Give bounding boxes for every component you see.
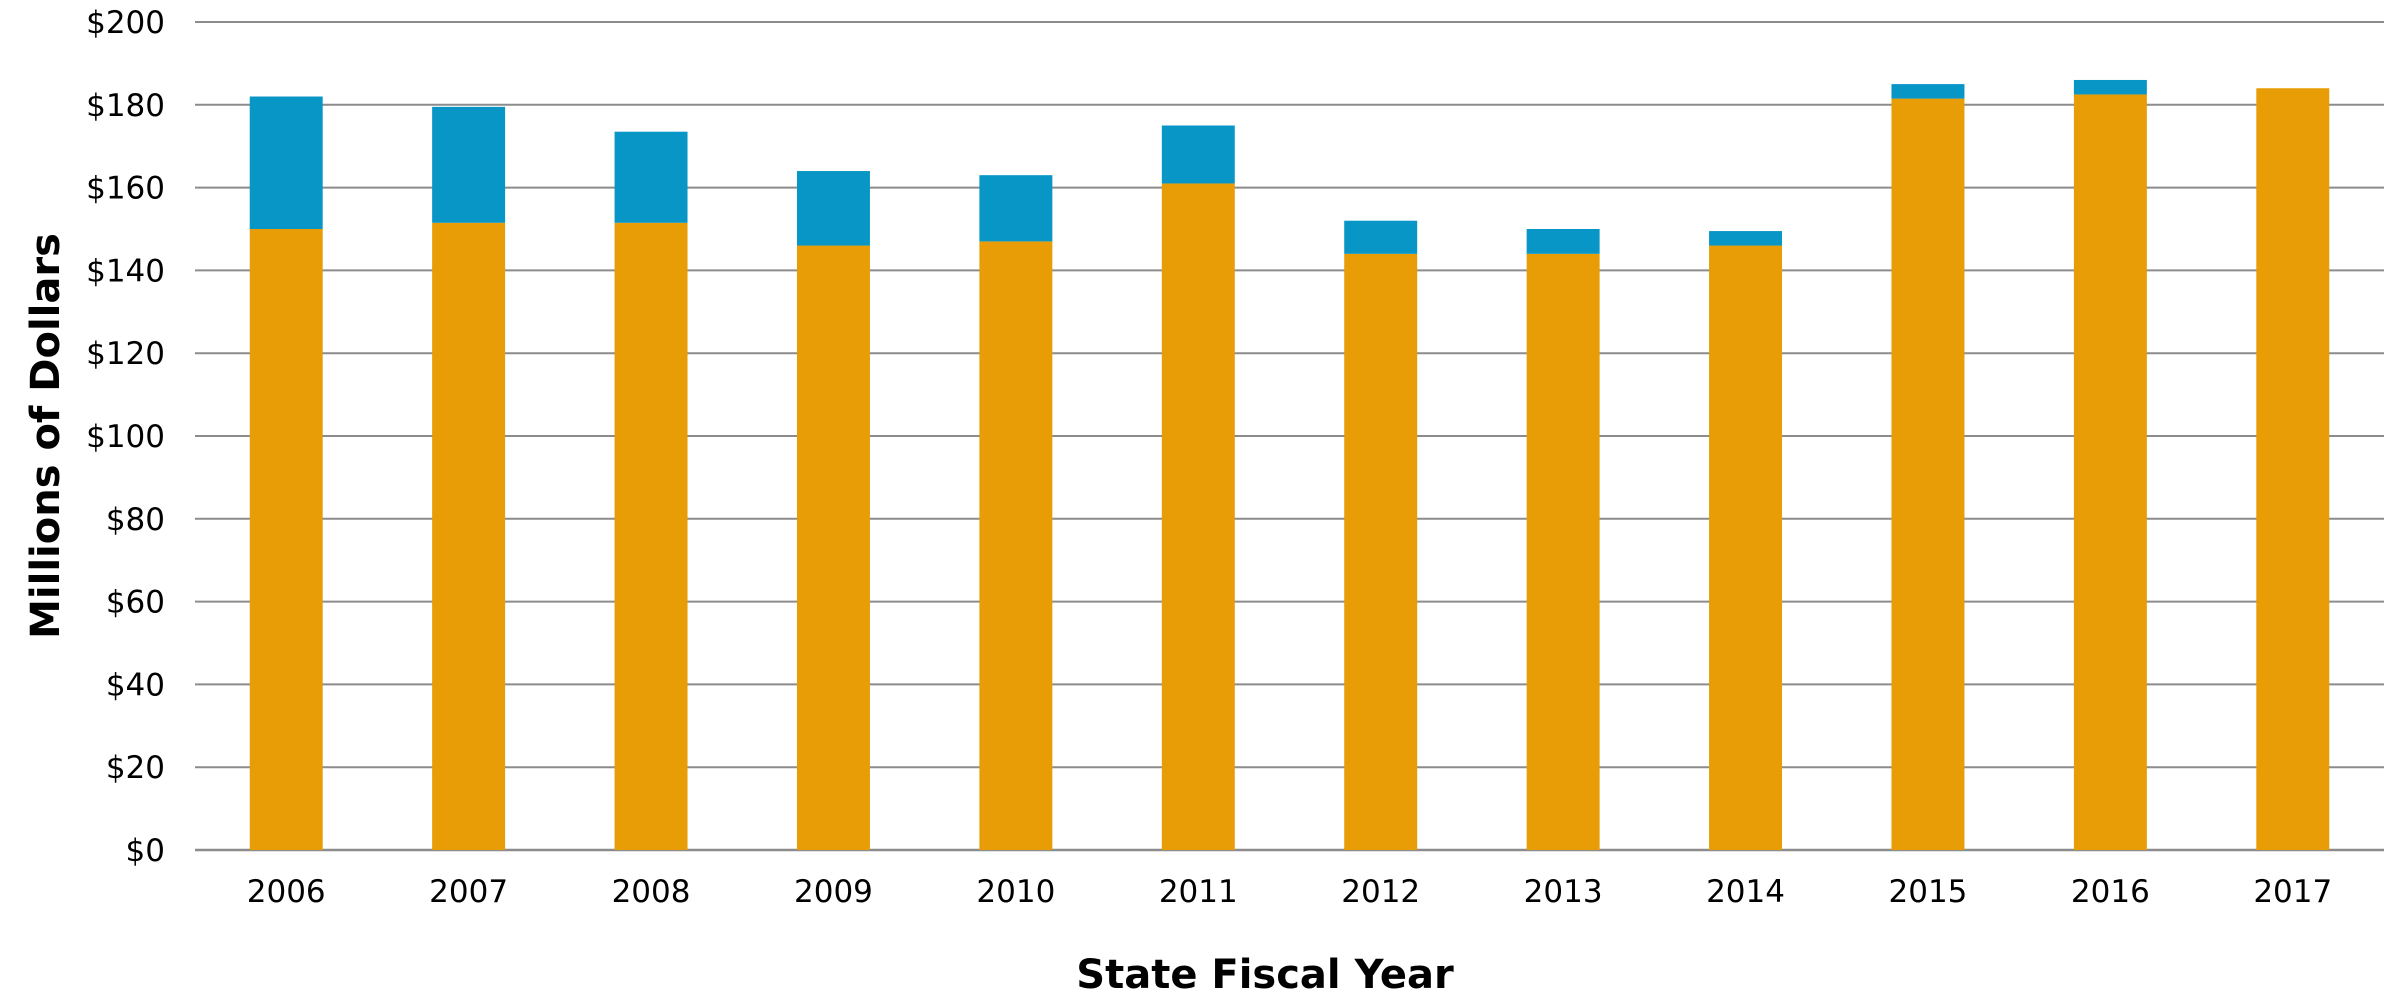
y-tick-label: $60 bbox=[106, 585, 165, 621]
y-tick-label: $160 bbox=[86, 171, 165, 207]
y-tick-label: $180 bbox=[86, 88, 165, 124]
bar-segment-lower bbox=[249, 229, 323, 850]
bar-segment-lower bbox=[614, 222, 688, 851]
x-tick-labels: 2006 2007 2008 2009 2010 2011 2012 2013 2014 2015… bbox=[247, 874, 2332, 910]
bar-segment-upper bbox=[796, 171, 870, 246]
bar-segment-upper bbox=[1709, 231, 1783, 246]
x-tick-label: 2006 bbox=[247, 874, 326, 910]
x-tick-label: 2010 bbox=[976, 874, 1055, 910]
x-tick-label: 2009 bbox=[794, 874, 873, 910]
y-tick-label: $40 bbox=[106, 667, 165, 703]
bar-segment-lower bbox=[1709, 245, 1783, 850]
x-tick-label: 2014 bbox=[1706, 874, 1785, 910]
y-tick-label: $20 bbox=[106, 750, 165, 786]
y-tick-label: $100 bbox=[86, 419, 165, 455]
y-tick-label: $140 bbox=[86, 253, 165, 289]
bar-segment-upper bbox=[614, 131, 688, 223]
bar-segment-lower bbox=[432, 222, 506, 851]
bar-segment-lower bbox=[1344, 253, 1418, 851]
bar-segment-lower bbox=[979, 241, 1053, 851]
bar-segment-lower bbox=[1161, 183, 1235, 850]
x-tick-label: 2012 bbox=[1341, 874, 1420, 910]
x-axis-title: State Fiscal Year bbox=[1076, 952, 1454, 998]
y-tick-label: $80 bbox=[106, 502, 165, 538]
bar-segment-lower bbox=[1526, 253, 1600, 851]
bar-segment-lower bbox=[796, 245, 870, 850]
bar-segment-upper bbox=[979, 175, 1053, 242]
bar-segment-lower bbox=[2073, 94, 2147, 850]
y-tick-labels: $0 $20 $40 $60 $80 $100 $120 $140 $160 $180 $200 bbox=[86, 5, 165, 869]
bar-segment-lower bbox=[1891, 98, 1965, 851]
x-tick-label: 2011 bbox=[1159, 874, 1238, 910]
x-tick-label: 2007 bbox=[429, 874, 508, 910]
bar-segment-upper bbox=[1891, 84, 1965, 99]
bar-segment-upper bbox=[1526, 229, 1600, 254]
x-tick-label: 2017 bbox=[2253, 874, 2332, 910]
x-tick-label: 2016 bbox=[2071, 874, 2150, 910]
x-tick-label: 2015 bbox=[1889, 874, 1968, 910]
bar-segment-upper bbox=[432, 106, 506, 223]
y-axis-title: Millions of Dollars bbox=[23, 233, 69, 639]
gridlines bbox=[195, 21, 2384, 852]
y-tick-label: $120 bbox=[86, 336, 165, 372]
bars bbox=[249, 79, 2330, 851]
x-tick-label: 2013 bbox=[1524, 874, 1603, 910]
bar-segment-upper bbox=[1344, 220, 1418, 254]
x-tick-label: 2008 bbox=[612, 874, 691, 910]
bar-segment-lower bbox=[2256, 88, 2330, 851]
bar-segment-upper bbox=[1161, 125, 1235, 184]
bar-segment-upper bbox=[249, 96, 323, 230]
bar-segment-upper bbox=[2073, 79, 2147, 95]
y-tick-label: $200 bbox=[86, 5, 165, 41]
y-tick-label: $0 bbox=[126, 833, 165, 869]
